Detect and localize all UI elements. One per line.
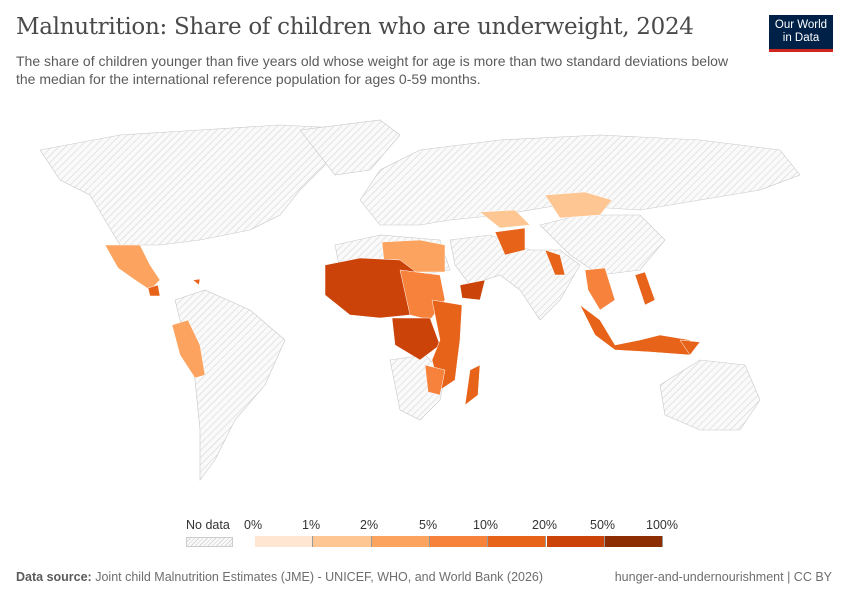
owid-logo[interactable]: Our World in Data	[769, 15, 833, 52]
country-myanmar[interactable]	[544, 249, 566, 276]
country-indonesia[interactable]	[579, 304, 691, 356]
legend-tick: 1%	[302, 518, 321, 532]
legend-tick: 100%	[646, 518, 678, 532]
north-america[interactable]	[39, 124, 341, 246]
country-madagascar[interactable]	[464, 364, 481, 406]
chart-subtitle: The share of children younger than five …	[16, 53, 729, 87]
legend-tick: 5%	[419, 518, 438, 532]
legend-tick: 0%	[244, 518, 263, 532]
chart-title: Malnutrition: Share of children who are …	[16, 14, 694, 40]
legend-bin[interactable]	[429, 536, 489, 547]
country-mongolia[interactable]	[544, 191, 613, 219]
data-source-label: Data source:	[16, 570, 92, 584]
world-map	[39, 119, 801, 481]
country-mexico[interactable]	[104, 244, 161, 291]
country-central-asia[interactable]	[479, 209, 531, 229]
country-mainland-se-asia[interactable]	[584, 267, 616, 311]
europe-russia[interactable]	[359, 134, 801, 226]
country-peru[interactable]	[171, 319, 206, 379]
legend-bin[interactable]	[371, 536, 430, 547]
legend-bin[interactable]	[313, 536, 372, 547]
south-america-rest[interactable]	[174, 289, 286, 481]
country-philippines[interactable]	[634, 271, 656, 306]
legend-no-data-swatch	[186, 537, 233, 547]
data-source: Data source: Joint child Malnutrition Es…	[16, 570, 543, 584]
footer-license[interactable]: hunger-and-undernourishment | CC BY	[614, 570, 832, 584]
country-haiti[interactable]	[192, 278, 201, 286]
country-drc[interactable]	[391, 317, 441, 361]
legend-bin[interactable]	[488, 536, 547, 547]
legend-bin[interactable]	[255, 536, 314, 547]
greenland[interactable]	[299, 119, 401, 176]
legend-bin[interactable]	[546, 536, 605, 547]
legend-no-data-label: No data	[186, 518, 230, 532]
country-mozambique[interactable]	[424, 364, 446, 396]
country-yemen[interactable]	[459, 279, 486, 301]
australia[interactable]	[659, 359, 761, 431]
legend-tick: 10%	[473, 518, 499, 532]
data-source-text[interactable]: Joint child Malnutrition Estimates (JME)…	[95, 570, 544, 584]
legend-tick: 20%	[532, 518, 558, 532]
country-guatemala[interactable]	[147, 284, 161, 297]
legend-tick: 2%	[360, 518, 379, 532]
country-png[interactable]	[679, 339, 701, 356]
country-east-africa[interactable]	[431, 299, 463, 391]
legend-bin[interactable]	[604, 536, 664, 547]
country-afghanistan[interactable]	[494, 227, 526, 256]
legend-tick: 50%	[590, 518, 616, 532]
